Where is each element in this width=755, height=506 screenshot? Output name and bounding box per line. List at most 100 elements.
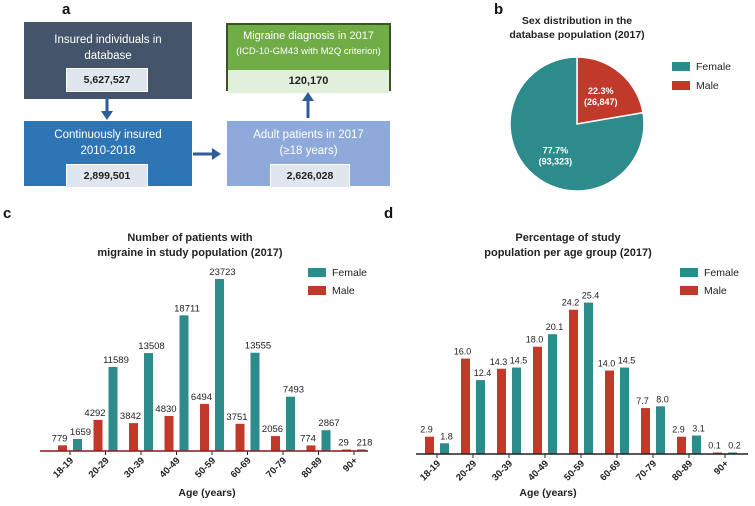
adult-title-line2: (≥18 years) [279, 145, 338, 157]
bar-female-60-69 [250, 352, 260, 451]
bar-male-50-59 [569, 309, 578, 454]
bar-female-20-29 [476, 380, 485, 454]
pie-slice-male [576, 56, 644, 125]
legend-female-label: Female [704, 267, 739, 279]
panel-letter-d: d [384, 205, 394, 222]
flow-arrows [101, 92, 314, 160]
label-female-90+: 0.2 [728, 441, 741, 451]
label-male-60-69: 14.0 [598, 359, 616, 369]
label-male-70-79: 2056 [262, 424, 283, 435]
legend-male-label: Male [332, 285, 355, 297]
migraine-box: Migraine diagnosis in 2017 (ICD-10-GM43 … [226, 23, 391, 93]
bar-female-30-39 [512, 367, 521, 454]
label-male-40-49: 18.0 [526, 335, 544, 345]
pie-label-male-count: (26,847) [584, 97, 618, 107]
legend-female-swatch [680, 268, 698, 277]
label-female-60-69: 13555 [245, 341, 271, 352]
label-female-50-59: 23723 [209, 267, 235, 278]
adult-value: 2,626,028 [270, 164, 350, 188]
pie-chart: Sex distribution in the database populat… [509, 15, 731, 192]
bar-male-80-89 [306, 445, 316, 451]
label-female-40-49: 20.1 [546, 322, 564, 332]
pie-title-line2: database population (2017) [509, 29, 644, 41]
bar-male-60-69 [605, 370, 614, 454]
arrow-up-head [302, 92, 314, 101]
label-male-18-19: 779 [52, 433, 68, 444]
percent-title-line2: population per age group (2017) [484, 247, 652, 259]
bar-male-18-19 [58, 445, 67, 451]
bar-female-80-89 [321, 430, 331, 451]
label-female-50-59: 25.4 [582, 291, 600, 301]
bar-female-80-89 [692, 435, 701, 454]
x-tick-label-40-49: 40-49 [526, 458, 551, 483]
continuous-value: 2,899,501 [66, 164, 148, 188]
label-male-20-29: 16.0 [454, 347, 472, 357]
label-female-30-39: 14.5 [510, 356, 528, 366]
panel-letter-c: c [3, 205, 12, 222]
percent-title-line1: Percentage of study [515, 232, 621, 244]
insured-value: 5,627,527 [66, 68, 148, 92]
x-tick-label-50-59: 50-59 [562, 458, 587, 483]
label-male-30-39: 3842 [120, 411, 141, 422]
label-male-80-89: 2.9 [672, 425, 685, 435]
pie-label-male-pct: 22.3% [588, 86, 614, 96]
label-male-20-29: 4292 [84, 408, 105, 419]
label-male-50-59: 6494 [191, 392, 212, 403]
bar-female-50-59 [584, 302, 593, 454]
x-tick-label-30-39: 30-39 [490, 458, 515, 483]
label-male-40-49: 4830 [155, 404, 176, 415]
bar-female-70-79 [286, 396, 295, 451]
migraine-title-line1: Migraine diagnosis in 2017 [243, 30, 374, 42]
continuous-title: Continuously insured 2010-2018 [54, 129, 162, 157]
panel-letter-a: a [62, 1, 71, 18]
label-female-90+: 218 [357, 437, 373, 448]
pie-legend-male-swatch [672, 81, 690, 90]
label-male-90+: 0.1 [708, 441, 721, 451]
bar-female-60-69 [620, 367, 629, 454]
arrow-right-head [212, 148, 221, 160]
label-female-20-29: 11589 [103, 355, 129, 366]
pie-title-line1: Sex distribution in the [522, 15, 632, 27]
bar-female-20-29 [108, 366, 118, 451]
bar-female-18-19 [73, 438, 82, 451]
percent-bar-chart: Percentage of study population per age g… [416, 232, 748, 499]
bar-female-50-59 [215, 279, 224, 451]
label-female-60-69: 14.5 [618, 356, 636, 366]
label-female-30-39: 13508 [138, 341, 164, 352]
x-tick-label-30-39: 30-39 [122, 455, 147, 480]
bar-female-70-79 [656, 406, 665, 454]
counts-title-line2: migraine in study population (2017) [97, 247, 283, 259]
bar-male-18-19 [425, 436, 434, 454]
x-tick-label-90+: 90+ [712, 458, 731, 477]
x-tick-label-90+: 90+ [341, 455, 360, 474]
migraine-title-line2: (ICD-10-GM43 with M2Q criterion) [236, 46, 381, 57]
x-tick-label-60-69: 60-69 [598, 458, 623, 483]
label-male-90+: 29 [338, 438, 349, 449]
legend-male-swatch [680, 286, 698, 295]
label-male-70-79: 7.7 [636, 396, 649, 406]
pie-legend-male-label: Male [696, 80, 719, 92]
x-tick-label-80-89: 80-89 [300, 455, 325, 480]
x-tick-label-80-89: 80-89 [670, 458, 695, 483]
pie-slice-female [509, 56, 645, 192]
label-female-20-29: 12.4 [474, 368, 492, 378]
bar-female-40-49 [179, 315, 189, 451]
bar-male-40-49 [533, 346, 542, 454]
pie-legend-female-swatch [672, 62, 690, 71]
label-male-80-89: 774 [300, 433, 316, 444]
x-tick-label-20-29: 20-29 [87, 455, 112, 480]
migraine-value: 120,170 [228, 70, 389, 93]
bar-male-30-39 [497, 368, 506, 454]
arrow-down-1-head [101, 111, 113, 120]
bar-female-18-19 [440, 443, 449, 454]
label-female-18-19: 1659 [70, 427, 91, 438]
x-tick-label-40-49: 40-49 [158, 455, 183, 480]
x-tick-label-18-19: 18-19 [51, 455, 76, 480]
x-tick-label-70-79: 70-79 [634, 458, 659, 483]
legend-male-swatch [308, 286, 326, 295]
bar-male-30-39 [129, 423, 138, 451]
bar-female-90+ [357, 449, 366, 451]
counts-x-axis-label: Age (years) [178, 487, 235, 499]
counts-title-line1: Number of patients with [127, 232, 253, 244]
percent-x-axis-label: Age (years) [519, 487, 576, 499]
